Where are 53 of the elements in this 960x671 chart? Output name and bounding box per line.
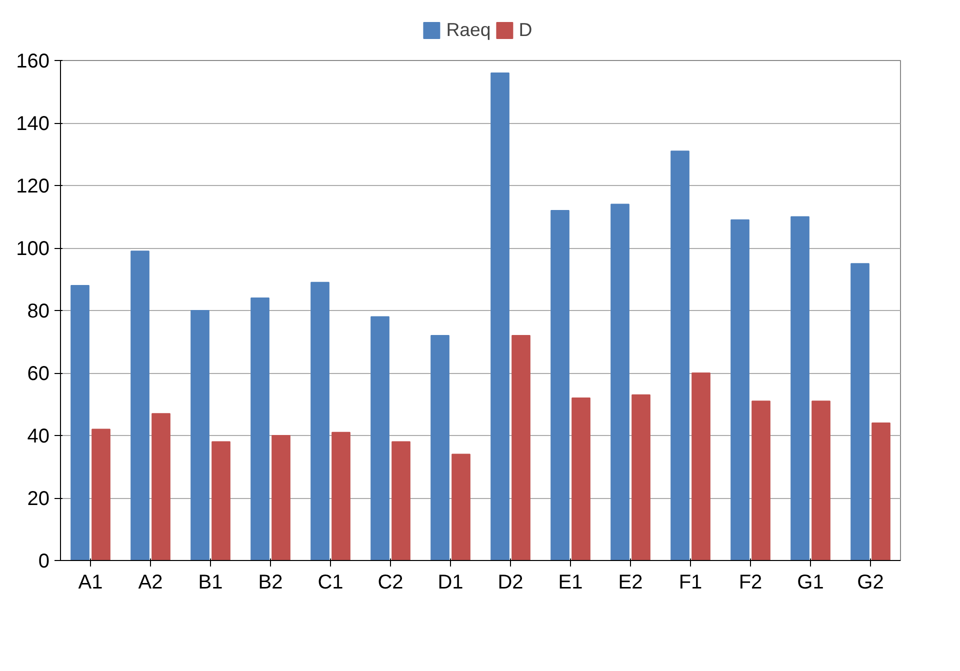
y-tick-label: 140 (16, 113, 50, 135)
x-tick-label: G1 (797, 572, 824, 594)
x-tick-label: B1 (198, 572, 223, 594)
y-tick-label: 40 (27, 426, 50, 448)
y-tick-label: 20 (27, 488, 50, 510)
bar (370, 316, 390, 560)
x-tick-label: D1 (438, 572, 464, 594)
bar (250, 298, 270, 560)
x-tick-label: C2 (378, 572, 404, 594)
bar (332, 432, 350, 560)
x-tick-label: A2 (138, 572, 163, 594)
bar (512, 335, 530, 560)
bar (670, 150, 690, 560)
x-tick-label: E2 (618, 572, 643, 594)
bar (272, 435, 290, 560)
bar (790, 216, 810, 560)
bar (632, 394, 650, 560)
x-tick-label: F1 (678, 572, 702, 594)
y-tick-label: 60 (27, 363, 50, 385)
bar (550, 210, 570, 560)
legend-label: Raeq (446, 19, 491, 41)
bar (730, 219, 750, 560)
bar (572, 398, 590, 560)
bar (752, 400, 770, 560)
bar (850, 263, 870, 560)
y-tick-label: 0 (38, 550, 50, 572)
bar (310, 282, 330, 560)
bar (212, 441, 230, 560)
x-tick-label: E1 (558, 572, 583, 594)
bar (130, 250, 150, 560)
y-tick-label: 80 (27, 300, 50, 322)
bar (490, 72, 510, 560)
x-tick-label: F2 (738, 572, 762, 594)
x-tick-label: C1 (318, 572, 344, 594)
x-tick-label: B2 (258, 572, 283, 594)
bar (610, 204, 630, 560)
x-tick-label: A1 (78, 572, 103, 594)
bar (190, 310, 210, 560)
bar (812, 400, 830, 560)
bar (692, 372, 710, 560)
bar (452, 454, 470, 560)
legend-label: D (518, 19, 534, 41)
bar (872, 422, 890, 560)
x-tick-label: D2 (498, 572, 524, 594)
y-tick-label: 120 (16, 176, 50, 198)
bar (392, 441, 410, 560)
bar (92, 428, 110, 560)
y-tick-label: 100 (16, 238, 50, 260)
bar (152, 413, 170, 560)
x-tick-label: G2 (857, 572, 884, 594)
y-tick-label: 160 (16, 50, 50, 72)
bar (70, 285, 90, 560)
bar (430, 335, 450, 560)
